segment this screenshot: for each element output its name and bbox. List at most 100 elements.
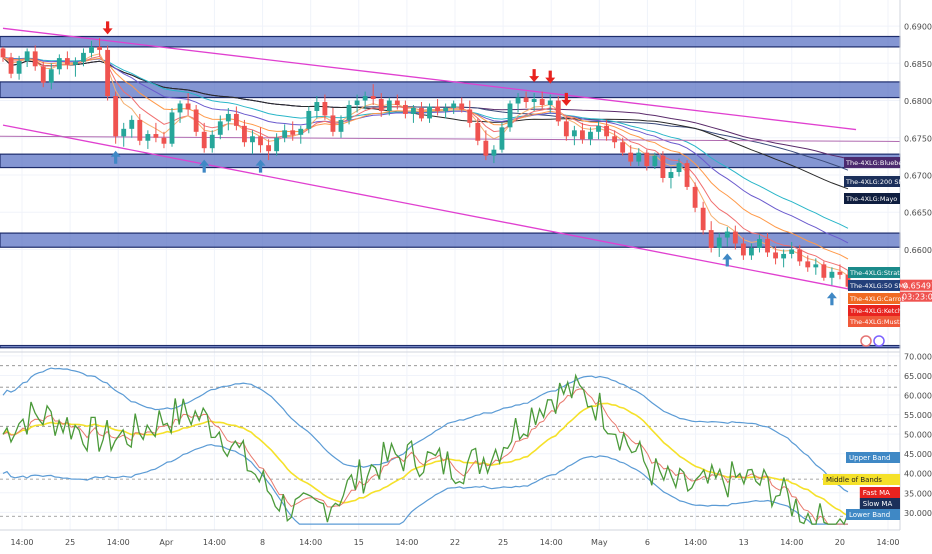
candle-body [145,134,151,141]
candle-body [338,119,344,132]
candle-body [555,100,561,122]
candle-body [137,119,143,141]
legend-labels: The-4XLG:Blueberry The-4XLG:200 SMA The-4X… [823,157,912,520]
candle-body [636,152,642,162]
candle-body [113,96,119,137]
candle-body [233,113,239,126]
legend-tag [844,157,900,168]
candle-body [757,239,762,248]
candle-body [829,271,835,278]
candle-body [0,48,6,58]
candle-body [290,130,296,135]
buy-arrow-icon [110,150,121,164]
time-tick-label: 8 [260,538,265,547]
indicator-tick-label: 50.00000 [904,431,932,440]
alert-icon[interactable] [860,335,872,347]
candle-body [539,99,545,105]
ideas-icon[interactable] [873,335,885,347]
last-price-label: 0.65497 [903,282,932,291]
candle-body [459,103,465,110]
legend-tag [848,293,900,304]
upper-band-line [2,367,849,493]
time-tick-label: 14:00 [876,538,899,547]
buy-arrow-icon [826,292,837,306]
candle-body [282,130,288,138]
candle-body [209,134,215,149]
candle-body [668,172,674,178]
legend-tag [848,280,900,291]
candle-body [129,119,135,129]
ma-line-ketchup [2,55,849,271]
candlesticks [0,37,851,289]
candle-body [644,152,650,167]
support-resistance-zones [0,35,901,349]
candle-body [56,58,62,70]
candle-body [523,97,529,103]
candle-body [274,137,280,152]
candle-body [797,249,803,262]
indicator-legend-tag [859,487,900,498]
candle-body [805,261,811,268]
countdown-tag [900,291,932,302]
time-tick-label: 14:00 [540,538,563,547]
candle-body [73,61,78,65]
candle-body [547,100,553,105]
indicator-tick-label: 70.00000 [904,352,932,361]
zone-band [0,232,901,248]
indicator-tick-label: 35.00000 [904,489,932,498]
sell-arrow-icon [102,21,113,35]
legend-tag [844,176,900,187]
candle-body [499,127,505,150]
candle-body [217,121,223,135]
time-tick-label: 15 [354,538,364,547]
candle-body [451,103,457,108]
candle-body [362,96,368,101]
legend-label: The-4XLG:Ketchup [849,307,910,315]
candle-body [121,128,127,137]
candle-body [652,155,658,167]
trendline [2,27,857,131]
time-tick-label: 14:00 [395,538,418,547]
candle-body [676,163,682,173]
time-tick-label: 14:00 [299,538,322,547]
indicator-legend-label: Lower Band [849,511,890,519]
time-tick-label: 14:00 [684,538,707,547]
indicator-tick-label: 40.00000 [904,470,932,479]
time-tick-label: 22 [450,538,460,547]
candle-body [48,69,54,83]
candle-body [258,136,263,146]
candle-body [64,58,70,65]
time-tick-label: 25 [498,538,508,547]
legend-label: The-4XLG:Strategy [849,269,912,277]
indicator-tick-label: 45.00000 [904,450,932,459]
candle-body [563,121,569,137]
indicator-tick-label: 60.00000 [904,392,932,401]
candle-body [435,106,440,111]
candle-body [354,100,360,105]
candle-body [580,130,585,140]
candle-body [81,52,86,62]
candle-body [628,152,634,162]
candle-body [419,107,424,119]
candle-body [660,155,666,178]
legend-label: The-4XLG:Mayo [845,195,897,203]
candle-body [193,109,199,132]
price-tick-label: 0.66000 [904,246,932,255]
candle-body [837,271,843,275]
trend-channel [2,27,857,292]
sell-arrow-icon [529,69,540,83]
time-tick-label: 13 [739,538,749,547]
candle-body [507,103,513,128]
candle-body [588,131,593,140]
indicator-legend-tag [846,509,900,520]
candle-body [483,140,489,156]
countdown-label: 03:23:05 [902,293,932,302]
legend-tag [848,267,900,278]
candle-body [740,243,746,256]
indicator-tick-label: 30.00000 [904,509,932,518]
ma-line-strategy [2,56,849,229]
candle-body [266,145,271,152]
